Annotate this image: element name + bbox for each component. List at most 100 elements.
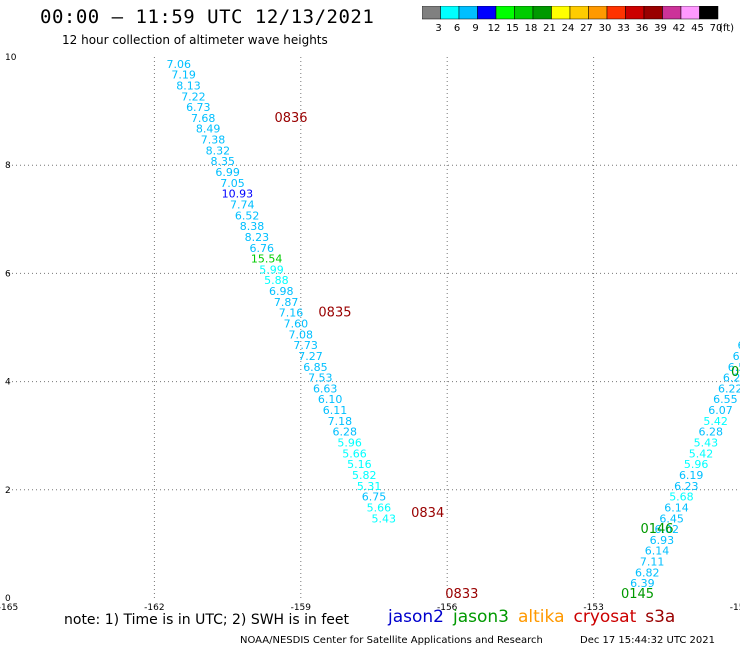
data-point-cryosat: 7.19 — [171, 69, 196, 82]
data-point-cryosat: 5.96 — [337, 437, 362, 450]
data-point-cryosat: 7.18 — [328, 415, 353, 428]
data-point-cryosat: 5.43 — [372, 512, 397, 525]
data-point-cryosat: 7.74 — [230, 198, 255, 211]
data-point-cryosat: 7.16 — [279, 307, 304, 320]
colorbar-tick-label: 3 — [435, 23, 441, 34]
data-point-cryosat: 5.66 — [342, 447, 367, 460]
colorbar-tick-label: 42 — [673, 23, 686, 34]
colorbar-tick-label: 9 — [472, 23, 478, 34]
colorbar-tick-label: 15 — [506, 23, 519, 34]
data-point-jason3: 6.82 — [635, 566, 660, 579]
data-point-cryosat: 6.11 — [323, 404, 348, 417]
satellite-legend: jason2 jason3 altika cryosat s3a — [388, 607, 684, 627]
data-point-jason3: 7.11 — [640, 556, 665, 569]
data-point-jason3: 6.30 — [738, 339, 740, 352]
data-point-jason3: 6.27 — [723, 372, 740, 385]
pass-time-label: 0833 — [445, 587, 478, 602]
data-point-cryosat: 7.87 — [274, 296, 299, 309]
pass-time-label: 0146 — [640, 522, 673, 537]
data-point-cryosat: 5.16 — [347, 458, 372, 471]
data-point-jason3: 6.33 — [733, 350, 740, 363]
y-tick-label: 2 — [5, 486, 11, 496]
x-tick-label: -165 — [0, 603, 18, 613]
colorbar-tick-label: 36 — [636, 23, 649, 34]
y-tick-label: 6 — [5, 269, 11, 279]
colorbar-tick-label: 33 — [617, 23, 630, 34]
legend-cryosat: cryosat — [573, 607, 637, 627]
legend-altika: altika — [518, 607, 565, 627]
x-tick-label: -150 — [730, 603, 740, 613]
colorbar-tick-label: 18 — [525, 23, 538, 34]
data-point-jason3: 5.43 — [694, 437, 719, 450]
data-point-cryosat: 7.08 — [289, 328, 314, 341]
data-point-jason3: 5.96 — [684, 458, 709, 471]
colorbar-tick-label: 39 — [654, 23, 667, 34]
colorbar-tick-label: 30 — [599, 23, 612, 34]
legend-jason3: jason3 — [453, 607, 509, 627]
data-point-cryosat: 10.93 — [222, 188, 254, 201]
data-point-cryosat: 15.54 — [251, 253, 283, 266]
data-point-cryosat: 7.38 — [201, 134, 226, 147]
data-point-jason3: 6.39 — [630, 577, 655, 590]
data-point-cryosat: 8.32 — [206, 144, 231, 157]
y-tick-label: 8 — [5, 161, 11, 171]
y-tick-label: 10 — [5, 53, 17, 63]
data-point-jason3: 6.14 — [645, 545, 670, 558]
data-point-cryosat: 8.23 — [245, 231, 270, 244]
pass-time-label: 0145 — [621, 587, 654, 602]
data-point-jason3: 6.07 — [708, 404, 733, 417]
data-point-cryosat: 6.52 — [235, 209, 260, 222]
legend-jason2: jason2 — [388, 607, 444, 627]
chart-subtitle: 12 hour collection of altimeter wave hei… — [62, 33, 328, 47]
data-point-jason3: 6.14 — [664, 501, 689, 514]
swh-colorbar: 3 6 9 12 15 18 21 24 27 30 33 36 39 42 45 70(ft) — [422, 6, 734, 34]
data-point-cryosat: 7.05 — [220, 177, 245, 190]
data-point-cryosat: 6.75 — [362, 491, 387, 504]
x-tick-label: -162 — [144, 603, 164, 613]
colorbar-tick-label: 24 — [562, 23, 575, 34]
data-point-jason3: 6.22 — [718, 382, 740, 395]
data-point-cryosat: 5.88 — [264, 274, 289, 287]
data-point-jason3: 5.42 — [689, 447, 714, 460]
colorbar-tick-label: 45 — [691, 23, 704, 34]
data-point-cryosat: 7.27 — [298, 350, 323, 363]
credit-text: NOAA/NESDIS Center for Satellite Applica… — [240, 635, 543, 646]
legend-s3a: s3a — [645, 607, 676, 627]
created-time: Dec 17 15:44:32 UTC 2021 — [580, 635, 715, 646]
data-point-jason3: 6.28 — [698, 426, 723, 439]
data-point-cryosat: 6.73 — [186, 101, 211, 114]
y-tick-label: 4 — [5, 378, 11, 388]
chart-title: 00:00 – 11:59 UTC 12/13/2021 — [40, 6, 375, 28]
data-point-cryosat: 5.31 — [357, 480, 382, 493]
data-point-cryosat: 8.13 — [176, 79, 201, 92]
data-point-cryosat: 6.28 — [332, 426, 357, 439]
x-tick-label: -153 — [583, 603, 603, 613]
footer-note: note: 1) Time is in UTC; 2) SWH is in fe… — [64, 612, 350, 628]
pass-time-label: 0834 — [411, 506, 444, 521]
data-point-cryosat: 7.06 — [167, 58, 192, 71]
colorbar-tick-label: 21 — [543, 23, 556, 34]
data-point-jason3: 5.68 — [669, 491, 694, 504]
data-point-cryosat: 7.53 — [308, 372, 333, 385]
colorbar-tick-label: 6 — [454, 23, 460, 34]
data-point-cryosat: 7.60 — [284, 318, 309, 331]
data-point-jason3: 6.93 — [650, 534, 675, 547]
data-point-cryosat: 6.99 — [215, 166, 240, 179]
data-point-jason3: 6.02 — [655, 523, 680, 536]
colorbar-swatch — [699, 6, 719, 20]
pass-time-label: 0836 — [274, 111, 307, 126]
data-point-cryosat: 7.73 — [293, 339, 318, 352]
data-point-cryosat: 8.38 — [240, 220, 265, 233]
x-tick-label: -156 — [437, 603, 458, 613]
colorbar-unit: (ft) — [719, 23, 734, 34]
data-point-cryosat: 6.10 — [318, 393, 343, 406]
data-point-cryosat: 6.76 — [250, 242, 275, 255]
data-point-cryosat: 6.85 — [303, 361, 328, 374]
colorbar-tick-label: 70 — [710, 23, 723, 34]
pass-time-label: 0835 — [318, 306, 351, 321]
data-point-jason3: 5.42 — [703, 415, 728, 428]
colorbar-tick-label: 27 — [580, 23, 593, 34]
data-point-cryosat: 7.22 — [181, 90, 206, 103]
data-point-jason3: 6.45 — [659, 512, 684, 525]
